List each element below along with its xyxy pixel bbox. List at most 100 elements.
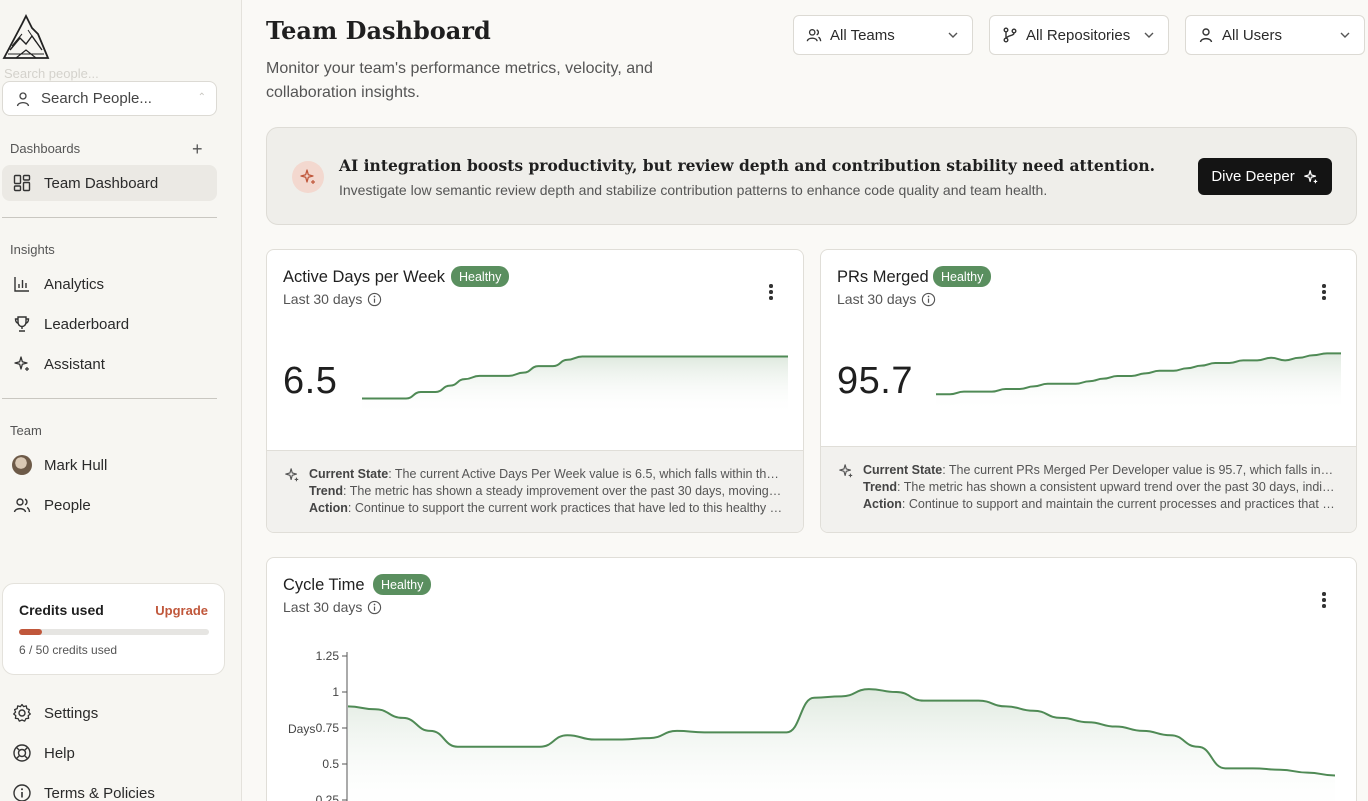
insight-current-state: Current State: The current Active Days P… xyxy=(309,467,783,481)
nav-help[interactable]: Help xyxy=(2,735,217,771)
chevron-down-icon xyxy=(1144,32,1154,38)
insight-action: Action: Continue to support and maintain… xyxy=(863,497,1336,511)
git-branch-icon xyxy=(1003,27,1017,43)
banner-title: AI integration boosts productivity, but … xyxy=(339,156,1156,175)
trophy-icon xyxy=(12,314,32,334)
users-icon xyxy=(12,495,32,515)
credits-progress-bar xyxy=(19,629,209,635)
period-label: Last 30 days xyxy=(837,291,917,307)
sparkle-icon xyxy=(12,354,32,374)
nav-label: People xyxy=(44,496,91,514)
add-dashboard-button[interactable]: + xyxy=(192,139,203,159)
area-fill xyxy=(348,689,1335,801)
dive-deeper-button[interactable]: Dive Deeper xyxy=(1198,158,1332,195)
nav-team-dashboard[interactable]: Team Dashboard xyxy=(2,165,217,201)
nav-label: Mark Hull xyxy=(44,456,108,474)
card-title: Cycle Time xyxy=(283,576,365,594)
team-heading: Team xyxy=(10,423,42,438)
nav-assistant[interactable]: Assistant xyxy=(2,346,217,382)
nav-leaderboard[interactable]: Leaderboard xyxy=(2,306,217,342)
period-label: Last 30 days xyxy=(283,599,363,615)
series-line xyxy=(347,688,1336,777)
sidebar-divider xyxy=(2,217,217,218)
card-period: Last 30 days xyxy=(283,599,382,615)
card-period: Last 30 days xyxy=(283,291,382,307)
repositories-filter-dropdown[interactable]: All Repositories xyxy=(989,15,1169,55)
nav-label: Settings xyxy=(44,704,99,722)
y-tick-label: 0.5 xyxy=(322,757,339,771)
nav-label: Analytics xyxy=(44,275,105,293)
period-label: Last 30 days xyxy=(283,291,363,307)
grid-icon xyxy=(12,173,32,193)
series-line xyxy=(936,352,1341,396)
lifebuoy-icon xyxy=(12,743,32,763)
users-icon xyxy=(806,29,822,42)
area-fill xyxy=(936,353,1341,411)
prs-merged-card: PRs Merged Healthy Last 30 days 95.7 Cur… xyxy=(820,249,1357,533)
cycle-time-chart: 1.25 1 0.75 0.5 0.25 xyxy=(316,649,1336,801)
insight-current-state: Current State: The current PRs Merged Pe… xyxy=(863,463,1336,477)
info-icon[interactable] xyxy=(367,600,382,615)
search-placeholder: Search People... xyxy=(41,90,152,107)
active-days-sparkline xyxy=(362,355,788,415)
upgrade-link[interactable]: Upgrade xyxy=(155,603,208,618)
page-title: Team Dashboard xyxy=(266,16,491,45)
users-filter-dropdown[interactable]: All Users xyxy=(1185,15,1365,55)
nav-mark-hull[interactable]: Mark Hull xyxy=(2,447,217,483)
nav-people[interactable]: People xyxy=(2,487,217,523)
search-people-input[interactable]: Search People... ⌃ xyxy=(2,81,217,116)
sidebar-divider xyxy=(2,398,217,399)
banner-description: Investigate low semantic review depth an… xyxy=(339,182,1048,198)
more-options-icon[interactable] xyxy=(1320,590,1328,610)
button-label: Dive Deeper xyxy=(1211,168,1295,185)
credits-progress-fill xyxy=(19,629,42,635)
insight-summary: Current State: The current Active Days P… xyxy=(267,450,803,532)
bar-chart-icon xyxy=(12,274,32,294)
nav-label: Team Dashboard xyxy=(44,174,159,192)
dashboards-heading: Dashboards xyxy=(10,141,81,156)
status-badge: Healthy xyxy=(451,266,510,287)
area-fill xyxy=(362,356,788,415)
y-tick-label: 0.25 xyxy=(316,793,340,801)
insight-action: Action: Continue to support the current … xyxy=(309,501,783,515)
chevron-down-icon xyxy=(948,32,958,38)
credits-title: Credits used xyxy=(19,602,104,618)
dropdown-label: All Users xyxy=(1222,26,1283,44)
metric-value: 95.7 xyxy=(837,360,913,402)
credits-count: 6 / 50 credits used xyxy=(19,643,118,657)
credits-panel: Credits used Upgrade 6 / 50 credits used xyxy=(2,583,225,675)
nav-label: Help xyxy=(44,744,75,762)
sparkle-icon xyxy=(839,464,853,478)
nav-label: Terms & Policies xyxy=(44,784,155,801)
series-line xyxy=(362,355,788,400)
sparkle-icon xyxy=(292,161,324,193)
active-days-card: Active Days per Week Healthy Last 30 day… xyxy=(266,249,804,533)
sparkle-icon xyxy=(285,468,299,482)
gear-icon xyxy=(12,703,32,723)
info-icon xyxy=(12,783,32,801)
status-badge: Healthy xyxy=(933,266,992,287)
mountain-logo-icon[interactable] xyxy=(2,14,50,60)
card-title: PRs Merged xyxy=(837,268,929,286)
y-tick-label: 1.25 xyxy=(316,649,340,663)
chevron-down-icon xyxy=(1340,32,1350,38)
teams-filter-dropdown[interactable]: All Teams xyxy=(793,15,973,55)
insight-trend: Trend: The metric has shown a steady imp… xyxy=(309,484,783,498)
search-ghost-text: Search people... xyxy=(4,66,99,81)
page-subtitle: Monitor your team's performance metrics,… xyxy=(266,60,653,101)
nav-label: Assistant xyxy=(44,355,105,373)
insights-heading: Insights xyxy=(10,242,55,257)
nav-terms[interactable]: Terms & Policies xyxy=(2,775,217,801)
nav-analytics[interactable]: Analytics xyxy=(2,266,217,302)
dropdown-label: All Repositories xyxy=(1026,26,1131,44)
y-tick-label: 1 xyxy=(332,685,339,699)
y-tick-label: 0.75 xyxy=(316,721,340,735)
nav-settings[interactable]: Settings xyxy=(2,695,217,731)
more-options-icon[interactable] xyxy=(1320,282,1328,302)
info-icon[interactable] xyxy=(367,292,382,307)
more-options-icon[interactable] xyxy=(767,282,775,302)
card-title: Active Days per Week xyxy=(283,268,446,286)
info-icon[interactable] xyxy=(921,292,936,307)
user-icon xyxy=(1199,28,1213,43)
sparkle-icon xyxy=(1303,169,1317,183)
